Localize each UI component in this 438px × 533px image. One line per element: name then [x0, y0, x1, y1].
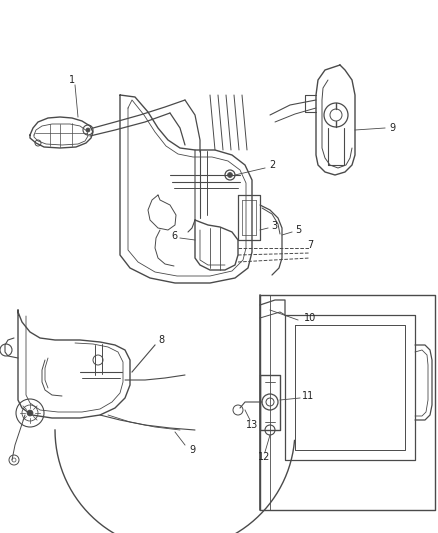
Text: 11: 11	[302, 391, 314, 401]
Circle shape	[86, 128, 90, 132]
Circle shape	[27, 410, 33, 416]
Text: 2: 2	[269, 160, 275, 170]
Text: 10: 10	[304, 313, 316, 323]
Text: 6: 6	[171, 231, 177, 241]
Circle shape	[227, 173, 233, 177]
Text: 8: 8	[158, 335, 164, 345]
Text: 9: 9	[389, 123, 395, 133]
Text: 7: 7	[307, 240, 313, 250]
Text: 13: 13	[246, 420, 258, 430]
Text: 1: 1	[69, 75, 75, 85]
Text: 5: 5	[295, 225, 301, 235]
Text: 3: 3	[271, 221, 277, 231]
Text: 9: 9	[189, 445, 195, 455]
Text: 12: 12	[258, 452, 270, 462]
